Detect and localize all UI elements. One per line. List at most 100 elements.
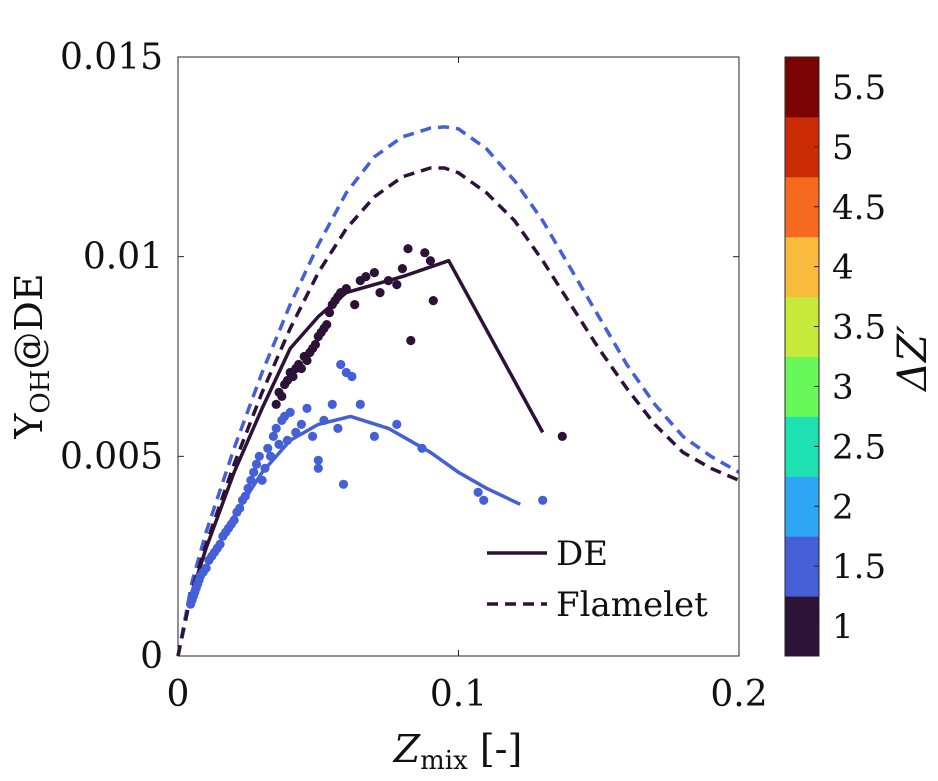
scatter-point-5-29 [257,475,267,485]
series-line-2 [190,258,545,593]
colorbar-band-2 [785,476,819,537]
scatter-point-5-34 [271,423,281,433]
colorbar-band-3 [785,416,819,477]
y-tick-label-3: 0.015 [60,37,163,78]
scatter-point-4-33 [403,244,413,254]
x-tick-label-0: 0 [167,674,190,715]
y-tick-label-2: 0.01 [83,237,163,278]
colorbar-band-7 [785,176,819,238]
legend: DE Flamelet [487,534,708,625]
scatter-point-4-28 [369,268,379,278]
scatter-point-5-46 [319,415,329,425]
scatter-point-5-19 [229,515,239,525]
scatter-point-5-35 [274,439,284,449]
scatter-point-5-27 [251,459,262,469]
scatter-point-5-52 [347,371,357,382]
scatter-point-5-47 [327,399,337,409]
colorbar-tick-label-2: 2 [832,487,854,527]
colorbar-band-9 [785,57,819,118]
scatter-point-4-0 [271,399,281,409]
scatter-point-5-43 [308,431,318,441]
colorbar-band-6 [785,236,819,298]
series-line-0 [176,125,740,657]
colorbar-frame [784,56,820,657]
scatter-point-5-49 [336,359,346,370]
scatter-point-4-18 [322,320,332,330]
scatter-point-5-23 [240,491,250,501]
colorbar-band-1 [785,536,819,597]
x-tick-label-2: 0.2 [710,674,767,715]
scatter-point-4-27 [361,272,371,282]
scatter-point-4-24 [341,284,351,294]
colorbar-label: ΔZ′ [890,325,936,393]
y-tick-label-1: 0.005 [60,436,163,477]
colorbar-band-0 [785,596,819,657]
colorbar-tick-label-1: 1.5 [832,547,886,587]
colorbar-tick-label-7: 4.5 [832,188,886,228]
scatter-point-5-25 [246,475,256,485]
scatter-point-4-31 [392,280,402,290]
legend-label-flamelet: Flamelet [556,585,708,625]
x-axis-label-main: Z [393,727,421,771]
x-axis-label-sub: mix [420,746,468,776]
scatter-point-5-21 [235,503,245,513]
scatter-point-5-24 [243,483,253,493]
scatter-point-4-35 [420,248,430,258]
x-tick-label-1: 0.1 [430,674,487,715]
scatter-point-4-14 [310,339,320,350]
scatter-point-5-48 [333,423,343,433]
scatter-point-5-9 [201,563,211,573]
colorbar-band-4 [785,356,819,417]
scatter-point-5-31 [263,443,273,453]
scatter-point-5-53 [355,399,365,409]
scatter-point-5-41 [296,419,306,429]
scatter-point-4-19 [324,308,335,318]
scatter-point-5-56 [417,443,427,453]
series-line-1 [176,166,740,657]
colorbar-tick-label-0: 1 [832,607,854,647]
scatter-point-4-34 [406,335,416,346]
colorbar-tick-label-4: 3 [832,367,854,407]
scatter-point-4-6 [288,371,298,382]
colorbar-tick-label-6: 4 [832,248,854,288]
scatter-point-5-59 [538,495,548,505]
scatter-point-5-33 [268,431,278,441]
axis-layer: 0 0.1 0.2 0 0.005 0.01 0.015 [60,37,768,715]
colorbar-tick-label-9: 5.5 [832,68,886,108]
colorbar-tick-label-8: 5 [832,128,854,168]
scatter-point-5-26 [249,467,259,477]
colorbar-band-5 [785,296,819,357]
x-axis-label: Zmix [-] [393,727,523,776]
scatter-point-5-45 [313,463,323,473]
scatter-point-5-55 [392,419,402,429]
scatter-point-4-38 [557,431,567,441]
scatter-point-4-25 [350,300,360,310]
scatter-point-4-36 [425,256,435,266]
scatter-point-4-2 [277,391,287,401]
scatter-point-4-29 [375,288,385,298]
series-layer [176,125,740,657]
scatter-point-4-11 [302,355,312,366]
scatter-point-5-42 [302,403,312,413]
x-axis-label-suffix: [-] [468,727,523,771]
scatter-point-4-9 [296,363,306,374]
scatter-point-5-38 [282,435,292,445]
scatter-point-5-57 [473,487,483,497]
y-axis-label-suffix: @DE [7,273,51,369]
scatter-point-4-30 [383,276,393,286]
y-tick-label-0: 0 [140,636,163,677]
scatter-point-5-28 [254,451,264,461]
scatter-point-5-58 [479,495,489,505]
scatter-point-5-14 [215,539,225,549]
colorbar-tick-label-3: 2.5 [832,427,886,467]
y-axis-label: YOH@DE [7,273,56,439]
scatter-point-5-40 [291,427,301,437]
colorbar-tick-label-5: 3.5 [832,308,886,348]
scatter-point-5-54 [369,431,379,441]
scatter-point-5-30 [260,463,270,473]
scatter-point-5-32 [266,451,276,461]
colorbar: 1 1.5 2 2.5 3 3.5 4 4.5 5 5.5 [784,56,886,657]
scatter-point-5-50 [338,479,349,489]
colorbar-band-8 [785,116,819,178]
